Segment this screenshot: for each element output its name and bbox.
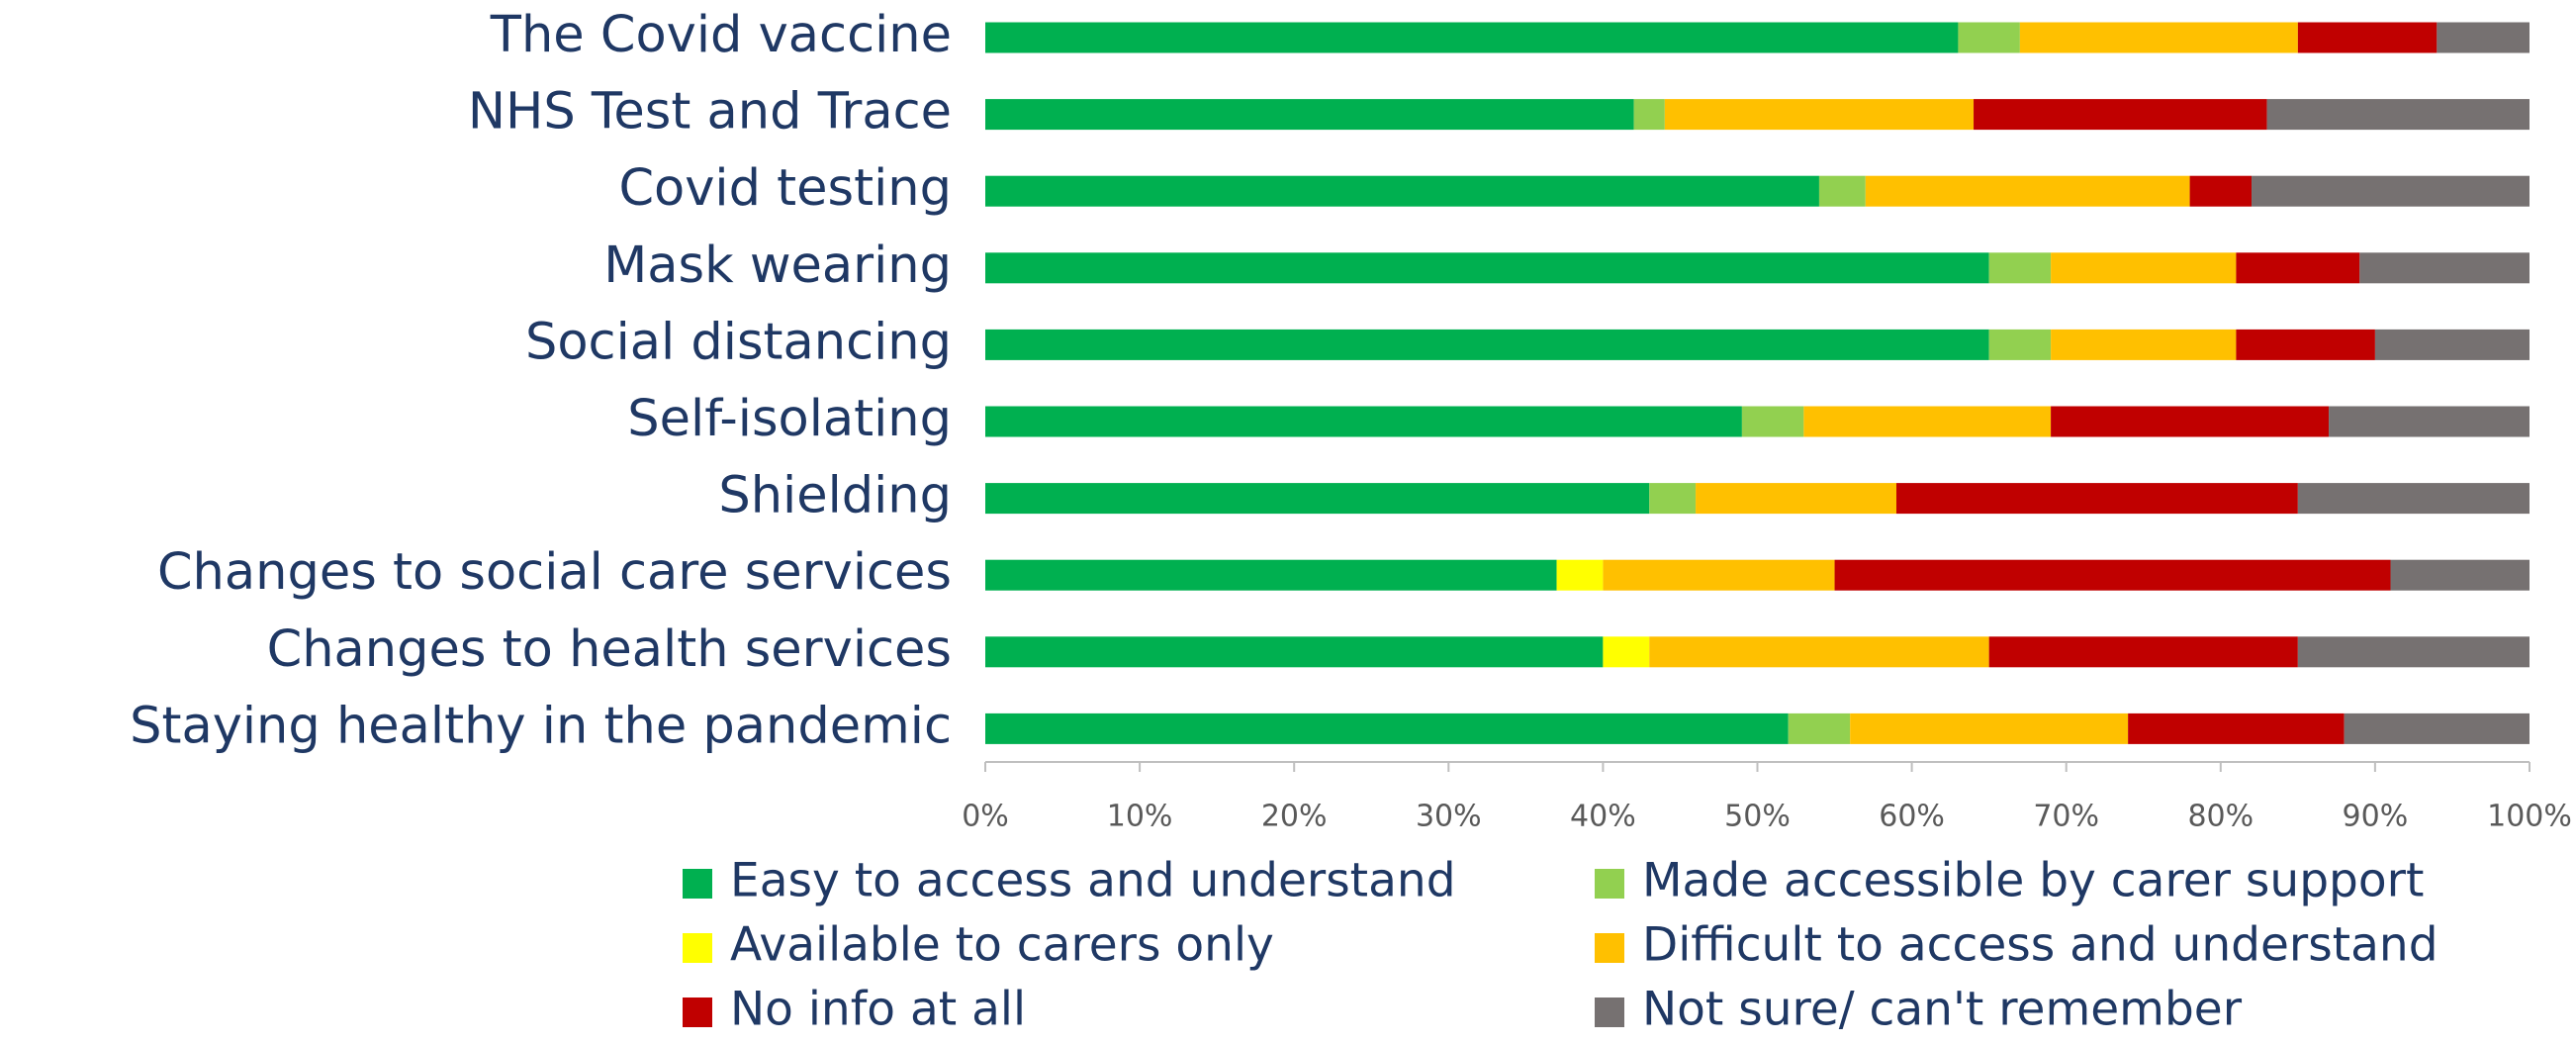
bar-segment: [985, 406, 1742, 437]
x-tick-label: 60%: [1879, 800, 1945, 834]
bar-segment: [1974, 99, 2267, 131]
bar-segment: [985, 636, 1604, 668]
x-tick-label: 50%: [1724, 800, 1791, 834]
bar-segment: [985, 22, 1959, 53]
bar-segment: [2252, 175, 2530, 207]
bar-segment: [2297, 636, 2530, 668]
category-label: Self-isolating: [627, 390, 952, 448]
x-tick-label: 90%: [2343, 800, 2409, 834]
bar-segment: [1649, 636, 1989, 668]
bar-segment: [985, 559, 1557, 591]
legend-swatch: [1595, 869, 1624, 899]
bar-segment: [1696, 483, 1896, 515]
bar-segment: [2374, 329, 2530, 360]
legend-label: No info at all: [730, 983, 1026, 1037]
bar-segment: [2437, 22, 2530, 53]
x-tick-label: 100%: [2487, 800, 2572, 834]
bar-segment: [2236, 329, 2375, 360]
bar-segment: [2297, 22, 2438, 53]
bar-segment: [985, 99, 1634, 131]
bar-segment: [2344, 712, 2530, 744]
legend-swatch: [1595, 998, 1624, 1027]
legend-label: Easy to access and understand: [730, 854, 1456, 908]
category-label: Changes to health services: [267, 620, 952, 679]
bar-segment: [985, 483, 1650, 515]
bar-segment: [985, 175, 1819, 207]
bar-segment: [985, 329, 1989, 360]
legend-label: Difficult to access and understand: [1642, 918, 2438, 973]
bar-segment: [2019, 22, 2298, 53]
bar-segment: [2359, 252, 2530, 284]
category-label: Social distancing: [525, 313, 952, 371]
bar-segment: [1850, 712, 2129, 744]
legend-swatch: [1595, 933, 1624, 963]
bar-segment: [1895, 483, 2298, 515]
category-label: NHS Test and Trace: [468, 83, 952, 142]
bar-segment: [1664, 99, 1975, 131]
legend-swatch: [683, 998, 712, 1027]
legend-label: Available to carers only: [730, 918, 1274, 973]
bar-segment: [1988, 252, 2052, 284]
bar-segment: [985, 712, 1789, 744]
bar-segment: [1988, 329, 2052, 360]
bar-segment: [1788, 712, 1851, 744]
bar-segment: [2329, 406, 2530, 437]
x-tick-label: 10%: [1107, 800, 1173, 834]
legend-label: Not sure/ can't remember: [1642, 983, 2243, 1037]
bar-segment: [2390, 559, 2530, 591]
bar-segment: [1603, 636, 1650, 668]
x-tick-label: 0%: [962, 800, 1009, 834]
bar-segment: [985, 252, 1989, 284]
bar-segment: [2297, 483, 2530, 515]
category-label: Covid testing: [618, 159, 952, 218]
category-label: Mask wearing: [603, 237, 952, 295]
x-tick-label: 20%: [1261, 800, 1328, 834]
bar-segment: [2189, 175, 2253, 207]
legend-swatch: [683, 869, 712, 899]
bar-segment: [1988, 636, 2298, 668]
bar-segment: [2128, 712, 2345, 744]
legend-label: Made accessible by carer support: [1642, 854, 2424, 908]
bar-segment: [1603, 559, 1835, 591]
bar-segment: [1556, 559, 1604, 591]
x-tick-label: 80%: [2187, 800, 2254, 834]
bar-segment: [1834, 559, 2391, 591]
category-label: The Covid vaccine: [490, 6, 952, 64]
bar-segment: [2051, 406, 2330, 437]
bar-segment: [1633, 99, 1665, 131]
bar-segment: [2051, 252, 2237, 284]
bar-segment: [1865, 175, 2190, 207]
bar-segment: [2051, 329, 2237, 360]
bar-segment: [1958, 22, 2020, 53]
bar-segment: [1741, 406, 1804, 437]
bar-segment: [1803, 406, 2052, 437]
category-label: Shielding: [718, 467, 952, 525]
legend-swatch: [683, 933, 712, 963]
category-label: Changes to social care services: [157, 543, 952, 602]
x-tick-label: 30%: [1416, 800, 1482, 834]
bar-segment: [2236, 252, 2360, 284]
bar-segment: [2266, 99, 2530, 131]
bar-segment: [1649, 483, 1697, 515]
x-tick-label: 70%: [2033, 800, 2099, 834]
category-label: Staying healthy in the pandemic: [130, 697, 952, 755]
x-tick-label: 40%: [1570, 800, 1636, 834]
bar-segment: [1818, 175, 1866, 207]
